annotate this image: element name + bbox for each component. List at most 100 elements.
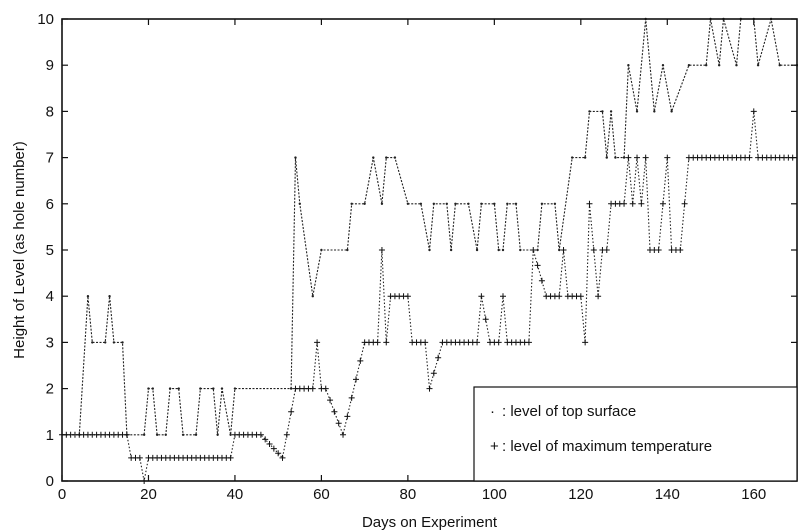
data-point-plus — [435, 354, 442, 361]
data-point-plus — [404, 293, 411, 300]
y-tick-label: 1 — [46, 427, 54, 444]
data-point-dot — [212, 387, 215, 390]
data-point-plus — [681, 200, 688, 207]
data-point-dot — [540, 202, 544, 205]
data-point-plus — [590, 247, 597, 253]
data-point-plus — [309, 385, 316, 392]
y-tick-label: 5 — [46, 242, 54, 259]
legend-label-max-temperature: : level of maximum temperature — [502, 438, 712, 455]
data-point-plus — [322, 385, 329, 392]
data-point-plus — [426, 385, 433, 392]
data-point-dot — [311, 295, 314, 298]
data-point-dot — [393, 156, 397, 159]
y-tick-label: 9 — [46, 57, 54, 74]
data-point-plus — [357, 357, 364, 364]
data-point-dot — [756, 63, 760, 67]
x-axis-label: Days on Experiment — [362, 514, 498, 530]
data-point-dot — [605, 156, 608, 159]
data-point-plus — [746, 154, 753, 161]
data-point-plus — [595, 293, 602, 300]
data-point-dot — [583, 156, 587, 159]
data-point-dot — [229, 433, 232, 436]
data-point-plus — [262, 436, 269, 443]
data-point-dot — [350, 202, 353, 205]
data-point-plus — [331, 408, 338, 415]
x-tick-label: 80 — [400, 486, 417, 503]
data-point-dot — [449, 248, 453, 252]
data-point-plus — [534, 262, 541, 269]
legend-box — [473, 386, 798, 482]
data-point-plus — [525, 339, 532, 346]
data-point-dot — [670, 110, 673, 113]
y-tick-label: 10 — [37, 11, 54, 28]
data-point-dot — [147, 387, 150, 390]
data-point-plus — [136, 454, 143, 461]
data-point-dot — [91, 341, 94, 344]
data-point-dot — [475, 248, 479, 252]
data-point-dot — [558, 248, 561, 252]
data-point-plus — [279, 454, 286, 461]
data-point-dot — [570, 156, 574, 159]
data-point-plus — [577, 293, 584, 300]
data-point-plus — [556, 293, 563, 300]
y-tick-label: 8 — [46, 103, 54, 120]
data-point-dot — [454, 202, 457, 205]
data-point-plus — [642, 154, 649, 161]
data-point-plus — [530, 247, 537, 253]
data-point-plus — [344, 413, 351, 420]
data-point-plus — [655, 247, 662, 253]
data-point-plus — [664, 154, 671, 161]
series-line — [78, 18, 797, 436]
x-tick-label: 60 — [313, 486, 330, 503]
data-point-dot — [181, 433, 185, 436]
data-point-dot — [445, 202, 448, 205]
data-point-plus — [288, 408, 295, 415]
data-point-plus — [586, 200, 593, 207]
y-tick-label: 0 — [46, 473, 54, 490]
legend-label-top-surface: : level of top surface — [502, 403, 636, 420]
data-point-plus — [327, 397, 334, 404]
y-tick-label: 2 — [46, 381, 54, 398]
data-point-plus — [538, 277, 545, 284]
data-point-dot — [519, 248, 522, 252]
data-point-dot — [588, 110, 591, 113]
data-point-dot — [86, 295, 90, 298]
legend: · : level of top surface + : level of ma… — [473, 386, 798, 482]
data-point-plus — [500, 293, 506, 300]
data-point-plus — [266, 441, 273, 448]
data-point-dot — [151, 387, 154, 390]
y-tick-label: 6 — [46, 196, 54, 213]
data-point-plus — [283, 431, 290, 438]
data-point-plus — [275, 450, 282, 457]
data-point-plus — [430, 370, 437, 377]
data-point-dot — [168, 387, 172, 390]
data-point-dot — [428, 248, 431, 252]
data-point-dot — [155, 433, 159, 436]
data-point-plus — [621, 200, 628, 207]
y-tick-label: 4 — [46, 288, 54, 305]
data-point-plus — [348, 394, 355, 401]
data-point-plus — [482, 316, 489, 323]
legend-marker-top-surface: · — [490, 403, 495, 420]
data-point-dot — [298, 202, 301, 205]
x-tick-label: 0 — [58, 486, 66, 503]
data-point-dot — [687, 63, 691, 67]
data-point-dot — [372, 156, 375, 159]
data-point-plus — [353, 376, 359, 383]
data-point-dot — [653, 110, 656, 113]
data-point-dot — [112, 341, 116, 344]
data-point-dot — [514, 202, 518, 205]
y-axis-label: Height of Level (as hole number) — [11, 141, 28, 359]
data-point-dot — [419, 202, 423, 205]
data-point-dot — [294, 156, 297, 159]
data-point-plus — [340, 431, 347, 438]
data-point-dot — [661, 63, 665, 67]
data-point-dot — [601, 110, 604, 113]
x-axis-ticks: 0 20 40 60 80 100 120 140 160 — [58, 19, 766, 503]
data-point-dot — [635, 110, 639, 113]
data-point-dot — [497, 248, 500, 252]
data-point-plus — [659, 200, 666, 207]
data-point-plus — [634, 154, 641, 161]
data-point-dot — [385, 156, 388, 159]
